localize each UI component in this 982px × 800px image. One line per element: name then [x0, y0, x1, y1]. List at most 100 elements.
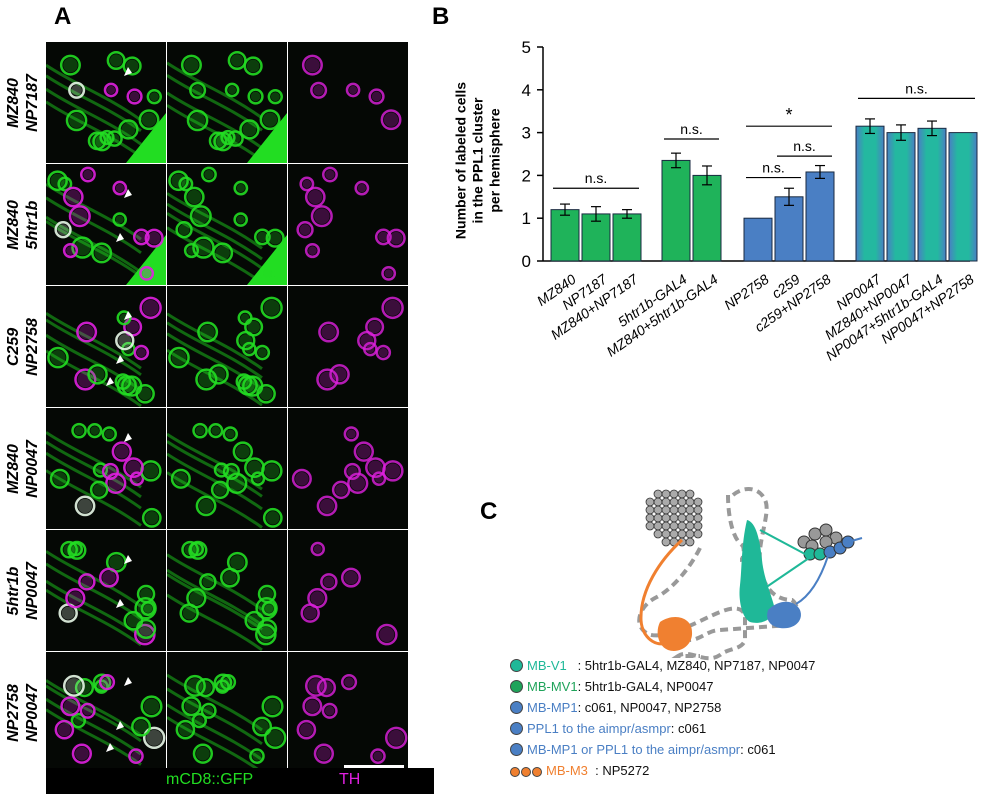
row-label: MZ840 NP7187 [4, 48, 42, 158]
micrograph-green [167, 286, 287, 407]
row-label-line: NP0047 [24, 561, 41, 620]
bar [743, 217, 773, 262]
micrograph-merge [46, 286, 166, 407]
legend-neuron-name: MB-MP1 or PPL1 to the aimpr/asmpr [527, 742, 741, 757]
significance-label: n.s. [905, 80, 928, 96]
y-axis-title: Number of labeled cells in the PPL1 clus… [418, 55, 538, 255]
row-label-line: C259 [5, 327, 22, 366]
panel-b-letter: B [432, 3, 450, 30]
mb-v1-projection [764, 555, 813, 589]
legend-driver-lines: c061, NP0047, NP2758 [584, 700, 722, 715]
x-tick-label: 5htr1b-GAL4 [615, 271, 690, 330]
row-label-line: 5htr1b [5, 566, 22, 615]
y-axis-title-line: per hemisphere [486, 108, 503, 213]
row-label-line: NP0047 [24, 439, 41, 498]
micrograph-merge [46, 530, 166, 651]
legend-dot [521, 767, 531, 777]
legend-row: MB-V1 : 5htr1b-GAL4, MZ840, NP7187, NP00… [510, 658, 815, 673]
significance-label: * [785, 105, 792, 125]
legend-driver-lines: 5htr1b-GAL4, NP0047 [584, 679, 714, 694]
micrograph-merge [46, 164, 166, 285]
legend-separator: : [740, 742, 748, 757]
significance-label: n.s. [762, 160, 785, 176]
row-label-line: NP2758 [5, 683, 22, 742]
legend-separator: : [577, 679, 585, 694]
y-axis-title-line: Number of labeled cells [452, 81, 469, 240]
legend-dot [510, 722, 523, 735]
x-tick-label: NP0047+NP2758 [878, 271, 977, 347]
legend-separator: : [670, 721, 679, 736]
legend-driver-lines: NP5272 [602, 763, 650, 778]
calyx-cell-cluster [645, 489, 703, 547]
bar [550, 209, 580, 262]
bar [948, 132, 978, 262]
row-label-line: MZ840 [5, 199, 22, 250]
row-label: MZ840 5htr1b [4, 170, 42, 280]
channel-label-gfp: mCD8::GFP [166, 771, 254, 788]
bar [774, 196, 804, 262]
legend-neuron-name: MB-M3 [546, 763, 588, 778]
legend-neuron-name: PPL1 to the aimpr/asmpr [527, 721, 671, 736]
row-label-line: 5htr1b [24, 200, 41, 249]
bar [612, 213, 642, 262]
legend-driver-lines: c061 [678, 721, 707, 736]
row-label: MZ840 NP0047 [4, 414, 42, 524]
micrograph-magenta [288, 530, 408, 651]
legend-row: PPL1 to the aimpr/asmpr: c061 [510, 721, 706, 736]
significance-label: n.s. [680, 121, 703, 137]
legend-driver-lines: 5htr1b-GAL4, MZ840, NP7187, NP0047 [584, 658, 816, 673]
micrograph-green [167, 408, 287, 529]
mushroom-body-vertical-outline [726, 494, 746, 562]
legend-dot [510, 743, 523, 756]
row-label-line: NP7187 [24, 73, 41, 132]
bar [692, 174, 722, 262]
row-label-line: MZ840 [5, 443, 22, 494]
legend-row: MB-MP1: c061, NP0047, NP2758 [510, 700, 721, 715]
panel-a-letter: A [54, 3, 72, 30]
legend-separator: : [577, 700, 585, 715]
x-tick-label: NP2758 [721, 271, 772, 313]
x-tick-label: MZ840+5htr1b-GAL4 [603, 271, 720, 360]
legend-neuron-name: MB-V1 [527, 658, 567, 673]
row-label: C259 NP2758 [4, 292, 42, 402]
x-tick-label: c259+NP2758 [751, 271, 833, 335]
channel-legend-bar: mCD8::GFP TH [46, 768, 434, 794]
bar [886, 132, 916, 262]
legend-dot [532, 767, 542, 777]
bar [661, 159, 691, 262]
y-axis-title-line: in the PPL1 cluster [469, 97, 486, 224]
legend-dot [510, 659, 523, 672]
legend-dot [510, 701, 523, 714]
x-tick-label: MZ840+NP0047 [822, 270, 916, 343]
ppl1-cell-cluster [797, 523, 855, 561]
micrograph-green [167, 164, 287, 285]
bar [855, 125, 885, 262]
legend-separator: : [587, 763, 603, 778]
ppl1-projection [847, 537, 863, 543]
legend-row: MB-M3 : NP5272 [510, 763, 649, 778]
legend-row: MB-MV1: 5htr1b-GAL4, NP0047 [510, 679, 713, 694]
mushroom-body-lobe-outline [689, 487, 799, 642]
micrograph-magenta [288, 408, 408, 529]
significance-label: n.s. [585, 170, 608, 186]
legend-row: MB-MP1 or PPL1 to the aimpr/asmpr: c061 [510, 742, 776, 757]
micrograph-merge [46, 42, 166, 163]
mushroom-body-outline [637, 547, 747, 661]
x-tick-label: NP0047 [833, 270, 885, 313]
micrograph-green [167, 530, 287, 651]
channel-label-th: TH [339, 771, 361, 788]
x-tick-label: c259 [769, 271, 803, 302]
bar [805, 171, 835, 262]
row-label-line: NP0047 [24, 683, 41, 742]
legend-dot [510, 767, 520, 777]
legend-driver-lines: c061 [747, 742, 776, 757]
micrograph-merge [46, 408, 166, 529]
row-label: NP2758 NP0047 [4, 658, 42, 768]
legend-neuron-name: MB-MV1 [527, 679, 578, 694]
legend-separator: : [566, 658, 585, 673]
x-tick-label: MZ840+NP7187 [548, 270, 642, 343]
micrograph-magenta [288, 286, 408, 407]
row-label-line: NP2758 [24, 317, 41, 376]
mb-m3-neuron-fiber [639, 538, 684, 646]
x-tick-label: NP7187 [559, 270, 611, 313]
